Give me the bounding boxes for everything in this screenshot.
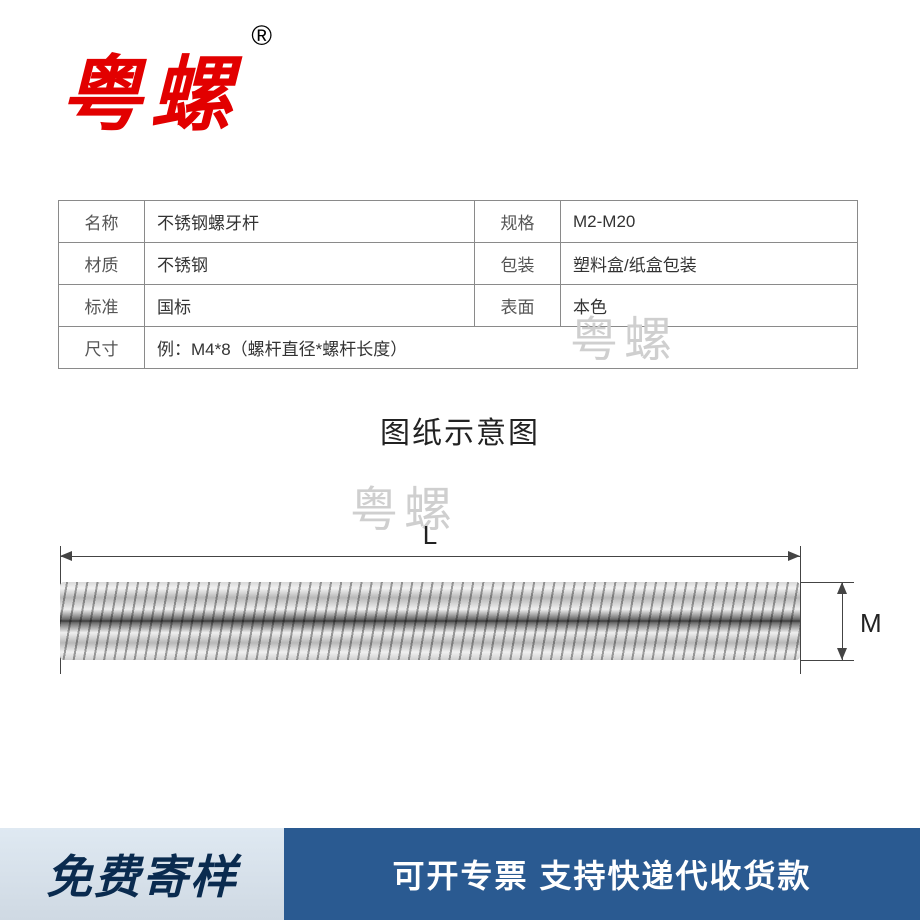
dimension-extent-right [800, 546, 801, 674]
cell-label: 材质 [59, 243, 145, 285]
table-row: 尺寸 例：M4*8（螺杆直径*螺杆长度） [59, 327, 858, 369]
footer-left-text: 免费寄样 [46, 841, 238, 907]
table-row: 名称 不锈钢螺牙杆 规格 M2-M20 [59, 201, 858, 243]
cell-value: 不锈钢螺牙杆 [145, 201, 475, 243]
cell-value: M2-M20 [561, 201, 858, 243]
thread-pattern [60, 582, 800, 660]
cell-value: 国标 [145, 285, 475, 327]
arrow-down-icon [837, 648, 847, 660]
brand-name: 粤螺 [60, 28, 240, 147]
diagram-title: 图纸示意图 [0, 408, 920, 452]
cell-label: 规格 [475, 201, 561, 243]
spec-table: 名称 不锈钢螺牙杆 规格 M2-M20 材质 不锈钢 包装 塑料盒/纸盒包装 标… [58, 200, 858, 369]
cell-label: 包装 [475, 243, 561, 285]
dimension-line-horizontal [60, 556, 800, 557]
footer-banner: 免费寄样 可开专票 支持快递代收货款 [0, 828, 920, 920]
cell-value: 塑料盒/纸盒包装 [561, 243, 858, 285]
cell-value: 不锈钢 [145, 243, 475, 285]
threaded-rod-graphic [60, 582, 800, 660]
cell-value: 本色 [561, 285, 858, 327]
cell-label: 名称 [59, 201, 145, 243]
cell-label: 尺寸 [59, 327, 145, 369]
table-row: 标准 国标 表面 本色 [59, 285, 858, 327]
arrow-up-icon [837, 582, 847, 594]
table-row: 材质 不锈钢 包装 塑料盒/纸盒包装 [59, 243, 858, 285]
cell-label: 标准 [59, 285, 145, 327]
dimension-extent-bottom [800, 660, 854, 661]
arrow-left-icon [60, 551, 72, 561]
diagram: L M [58, 520, 858, 720]
dimension-label-M: M [860, 608, 882, 639]
registered-mark: ® [251, 20, 272, 52]
arrow-right-icon [788, 551, 800, 561]
footer-left: 免费寄样 [0, 828, 284, 920]
footer-right-text: 可开专票 支持快递代收货款 [393, 851, 812, 897]
brand-logo: 粤螺 ® [60, 28, 240, 147]
dimension-label-L: L [58, 520, 802, 551]
cell-value: 例：M4*8（螺杆直径*螺杆长度） [145, 327, 858, 369]
cell-label: 表面 [475, 285, 561, 327]
footer-right: 可开专票 支持快递代收货款 [284, 828, 920, 920]
